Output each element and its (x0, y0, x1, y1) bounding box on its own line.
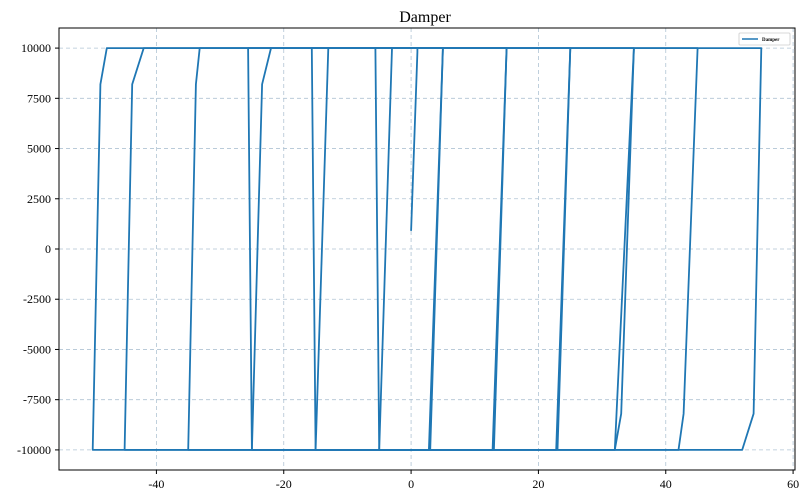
y-axis-ticks: -10000 -7500 -5000 -2500 0 2500 5000 7500 10000 (17, 41, 59, 457)
y-tick-label: 10000 (21, 41, 51, 55)
y-tick-label: 0 (45, 242, 51, 256)
series-line-damper (613, 48, 635, 451)
series-line-damper (556, 48, 572, 450)
legend-label: Damper (762, 38, 780, 43)
series-layer (91, 47, 763, 451)
x-tick-label: 40 (660, 477, 672, 491)
x-tick-label: 60 (787, 477, 799, 491)
x-tick-label: 20 (532, 477, 544, 491)
x-axis-ticks: -40 -20 0 20 40 60 (148, 470, 799, 491)
y-tick-label: 2500 (27, 192, 51, 206)
series-line-damper (410, 48, 419, 231)
y-tick-label: 5000 (27, 142, 51, 156)
y-tick-label: -2500 (23, 292, 51, 306)
y-tick-label: -7500 (23, 393, 51, 407)
y-tick-label: -5000 (23, 342, 51, 356)
series-line-damper (378, 48, 393, 450)
series-line-damper (429, 48, 444, 450)
series-line-damper (251, 47, 272, 450)
legend: Damper (738, 32, 791, 46)
x-tick-label: 0 (408, 477, 414, 491)
series-line-damper (314, 48, 330, 450)
x-tick-label: -20 (276, 477, 292, 491)
series-line-damper (493, 48, 508, 450)
chart-title: Damper (399, 9, 451, 26)
y-tick-label: 7500 (27, 91, 51, 105)
x-tick-label: -40 (148, 477, 164, 491)
legend-box (738, 32, 791, 46)
series-line-damper (91, 47, 763, 451)
y-tick-label: -10000 (17, 443, 51, 457)
